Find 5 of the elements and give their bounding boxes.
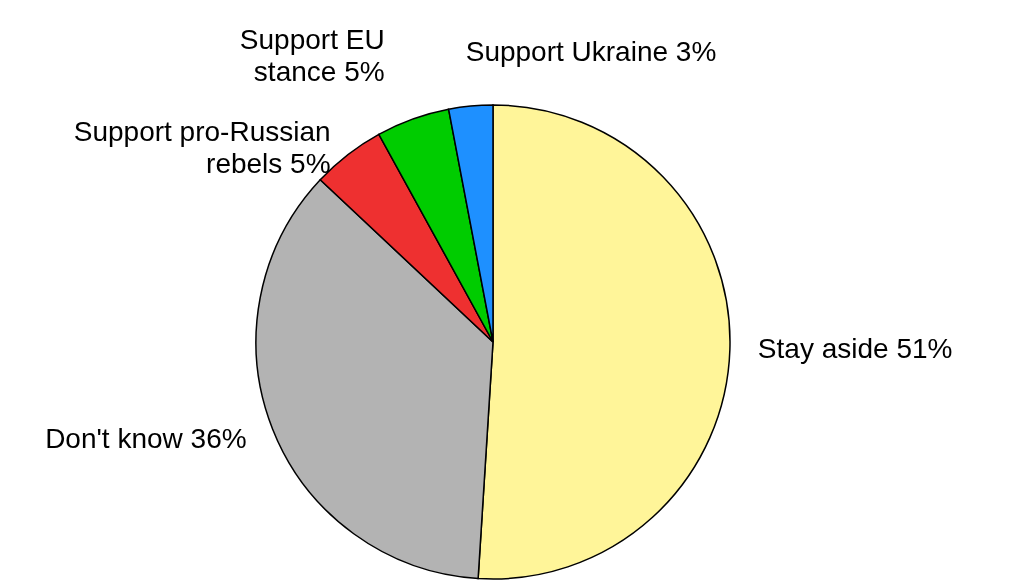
slice-label: Support EU stance 5% — [239, 23, 385, 87]
slice-label: Stay aside 51% — [757, 333, 953, 365]
slice-label: Don't know 36% — [45, 422, 247, 454]
slice-label: Support Ukraine 3% — [465, 36, 717, 68]
slice-label: Support pro-Russian rebels 5% — [73, 115, 331, 179]
